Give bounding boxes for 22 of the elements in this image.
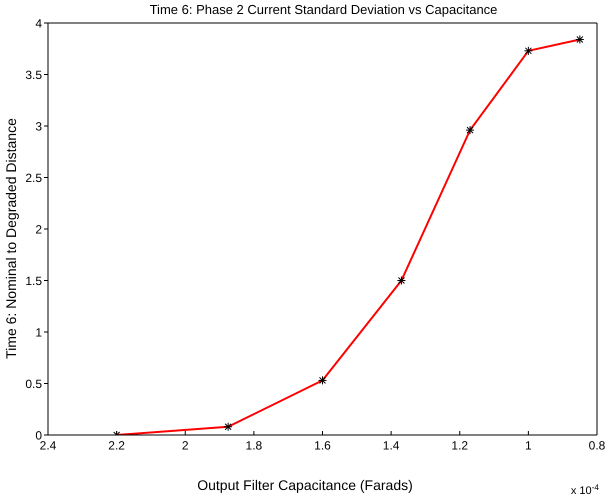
x-tick-label: 1.8 bbox=[246, 438, 263, 453]
x-tick-label: 2.2 bbox=[108, 438, 126, 453]
x-tick-label: 2 bbox=[182, 438, 189, 453]
chart-title: Time 6: Phase 2 Current Standard Deviation vs Capacitance bbox=[150, 2, 498, 17]
y-tick-label: 0 bbox=[35, 428, 42, 442]
y-tick-label: 1.5 bbox=[25, 274, 42, 288]
text: x 10$^{-4}$ bbox=[570, 482, 600, 497]
y-tick-label: 2.5 bbox=[25, 170, 42, 185]
x-tick-label: 1.6 bbox=[314, 438, 332, 453]
y-tick-label: 0.5 bbox=[25, 376, 42, 391]
x-tick-label: 1.4 bbox=[382, 438, 400, 453]
y-tick-label: 3.5 bbox=[25, 68, 42, 82]
x-tick-label: 1.2 bbox=[451, 438, 468, 453]
y-tick-label: 4 bbox=[35, 16, 42, 30]
x-axis-title: Output Filter Capacitance (Farads) bbox=[197, 477, 413, 493]
y-tick-label: 2 bbox=[35, 222, 42, 236]
x-tick-label: 2.4 bbox=[40, 438, 57, 453]
y-tick-label: 3 bbox=[35, 119, 42, 134]
y-tick-label: 1 bbox=[35, 325, 42, 340]
y-axis-title: Time 6: Nominal to Degraded Distance bbox=[3, 118, 19, 359]
x-tick-label: 1 bbox=[525, 438, 532, 453]
x-tick-label: 0.8 bbox=[588, 438, 606, 453]
